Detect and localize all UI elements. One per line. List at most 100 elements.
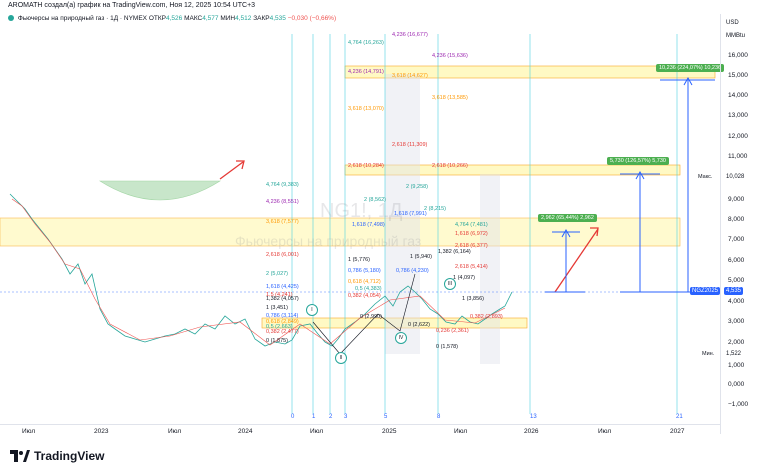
high-value: 4,577: [202, 15, 219, 22]
axis-unit: MMBtu: [726, 33, 746, 39]
open-value: 4,526: [165, 15, 183, 22]
time-tick: 2023: [94, 428, 109, 435]
fib-label: 2,618 (6,377): [455, 243, 488, 249]
fib-label: 0,382 (4,054): [348, 293, 381, 299]
time-tick: 2025: [382, 428, 397, 435]
fib-label: 2,618 (11,309): [392, 142, 428, 148]
market-status-dot: [8, 15, 14, 22]
price-tick: 6,000: [728, 257, 745, 264]
fib-label: 0,786 (5,180): [348, 268, 381, 274]
max-value: 10,028: [726, 174, 745, 180]
fib-label: 4,764 (9,383): [266, 182, 299, 188]
tradingview-logo[interactable]: TradingView: [10, 448, 104, 464]
fib-label: 1 (5,940): [410, 254, 433, 260]
fib-zone-low: [261, 317, 528, 329]
fib-label: 2,618 (5,414): [455, 264, 488, 270]
time-tick: 2026: [524, 428, 539, 435]
footer: [0, 442, 758, 471]
fib-label: 0,5 (4,383): [355, 286, 382, 292]
cycle-number: 13: [530, 414, 537, 420]
price-chart[interactable]: [0, 24, 720, 424]
wave-mark-2: II: [335, 352, 347, 364]
close-value: 4,535: [269, 15, 286, 22]
price-tick: 3,000: [728, 318, 745, 325]
fib-label: 0 (1,578): [436, 344, 459, 350]
fib-label: 0 (2,990): [360, 314, 383, 320]
current-price-label: 4,535: [724, 287, 744, 295]
fib-label: 1 (3,451): [266, 305, 289, 311]
target-badge-3[interactable]: 10,236 (224,07%) 10,236: [656, 64, 725, 72]
price-history-red: [11, 198, 506, 346]
price-tick: 11,000: [728, 153, 748, 160]
low-label: МИН: [220, 15, 236, 22]
chart-header: AROMATH создал(а) график на TradingView.…: [0, 0, 758, 24]
max-label: Макс.: [698, 174, 713, 180]
fib-label: 0,5 (2,663): [266, 324, 293, 330]
fib-label: 2,618 (10,266): [432, 163, 468, 169]
target-badge-1[interactable]: 2,962 (65,44%) 2,962: [538, 214, 597, 222]
close-label: ЗАКР: [253, 15, 270, 22]
fib-label: 3,618 (14,627): [392, 73, 428, 79]
fib-label: 1 (3,856): [462, 296, 485, 302]
cycle-number: 8: [437, 414, 441, 420]
wave-mark-4: IV: [395, 332, 407, 344]
time-axis[interactable]: [0, 424, 720, 439]
author-line: AROMATH создал(а) график на TradingView.…: [8, 2, 256, 9]
time-tick: Июл: [454, 428, 468, 435]
time-tick: 2024: [238, 428, 253, 435]
projection-band-2: [480, 174, 500, 364]
blue-target-arrows: [545, 76, 715, 293]
symbol-ohlc-line: Фьючерсы на природный газ · 1Д · NYMEX О…: [8, 15, 336, 22]
fib-label: 2 (8,562): [364, 197, 387, 203]
time-tick: Июл: [168, 428, 182, 435]
fib-label: 1,382 (4,057): [266, 296, 299, 302]
open-label: ОТКР: [148, 15, 166, 22]
fib-label: 1,382 (6,164): [438, 249, 471, 255]
fib-label: 0,618 (2,849): [266, 319, 299, 325]
change-value: −0,030 (−0,66%): [287, 15, 337, 22]
fib-label: 3,618 (7,577): [266, 219, 299, 225]
cycle-number: 5: [384, 414, 388, 420]
symbol-name[interactable]: Фьючерсы на природный газ · 1Д · NYMEX: [17, 15, 148, 22]
fib-label: 1,618 (7,498): [352, 222, 385, 228]
fib-label: 0,382 (2,477): [266, 329, 299, 335]
cycle-number: 0: [291, 414, 295, 420]
min-label: Мин.: [702, 351, 715, 357]
target-badge-2[interactable]: 5,730 (126,57%) 5,730: [607, 157, 669, 165]
watermark-symbol: NG1!, 1Д: [320, 200, 403, 222]
fib-label: 1,618 (6,972): [455, 231, 488, 237]
price-tick: 16,000: [728, 52, 748, 59]
fib-label: 1,618 (4,425): [266, 284, 299, 290]
red-arrows: [219, 160, 599, 293]
price-tick: 15,000: [728, 72, 748, 79]
fib-label: 1 (4,097): [453, 275, 476, 281]
high-label: МАКС: [184, 15, 203, 22]
wave-mark-1: I: [306, 304, 318, 316]
fib-label: 2 (9,258): [406, 184, 429, 190]
fib-label: 0 (1,875): [266, 338, 289, 344]
fib-label: 0,618 (4,712): [348, 279, 381, 285]
time-tick: 2027: [670, 428, 685, 435]
current-symbol-label: NGZ2025: [690, 287, 721, 295]
fib-label: 2,618 (10,284): [348, 163, 384, 169]
price-tick: 2,000: [728, 339, 745, 346]
low-value: 4,512: [235, 15, 252, 22]
price-tick: −1,000: [728, 401, 749, 408]
fib-label: 4,236 (14,791): [348, 69, 384, 75]
fib-label: 0,786 (3,114): [266, 313, 299, 319]
fib-label: 0,382 (2,893): [470, 314, 503, 320]
fib-label: 4,236 (15,636): [432, 53, 468, 59]
wave-mark-3: III: [444, 278, 456, 290]
price-history: [9, 193, 513, 347]
fib-time-lines: [291, 34, 678, 414]
fib-label: 3,618 (13,070): [348, 106, 384, 112]
projection-band: [385, 74, 420, 354]
price-tick: 13,000: [728, 112, 748, 119]
brand-name: TradingView: [34, 449, 105, 463]
price-axis[interactable]: [720, 14, 758, 434]
price-tick: 0,000: [728, 381, 745, 388]
cycle-number: 3: [344, 414, 348, 420]
rounding-bottom-arc: [98, 180, 222, 201]
cycle-number: 21: [676, 414, 683, 420]
fib-label: 2 (5,027): [266, 271, 289, 277]
